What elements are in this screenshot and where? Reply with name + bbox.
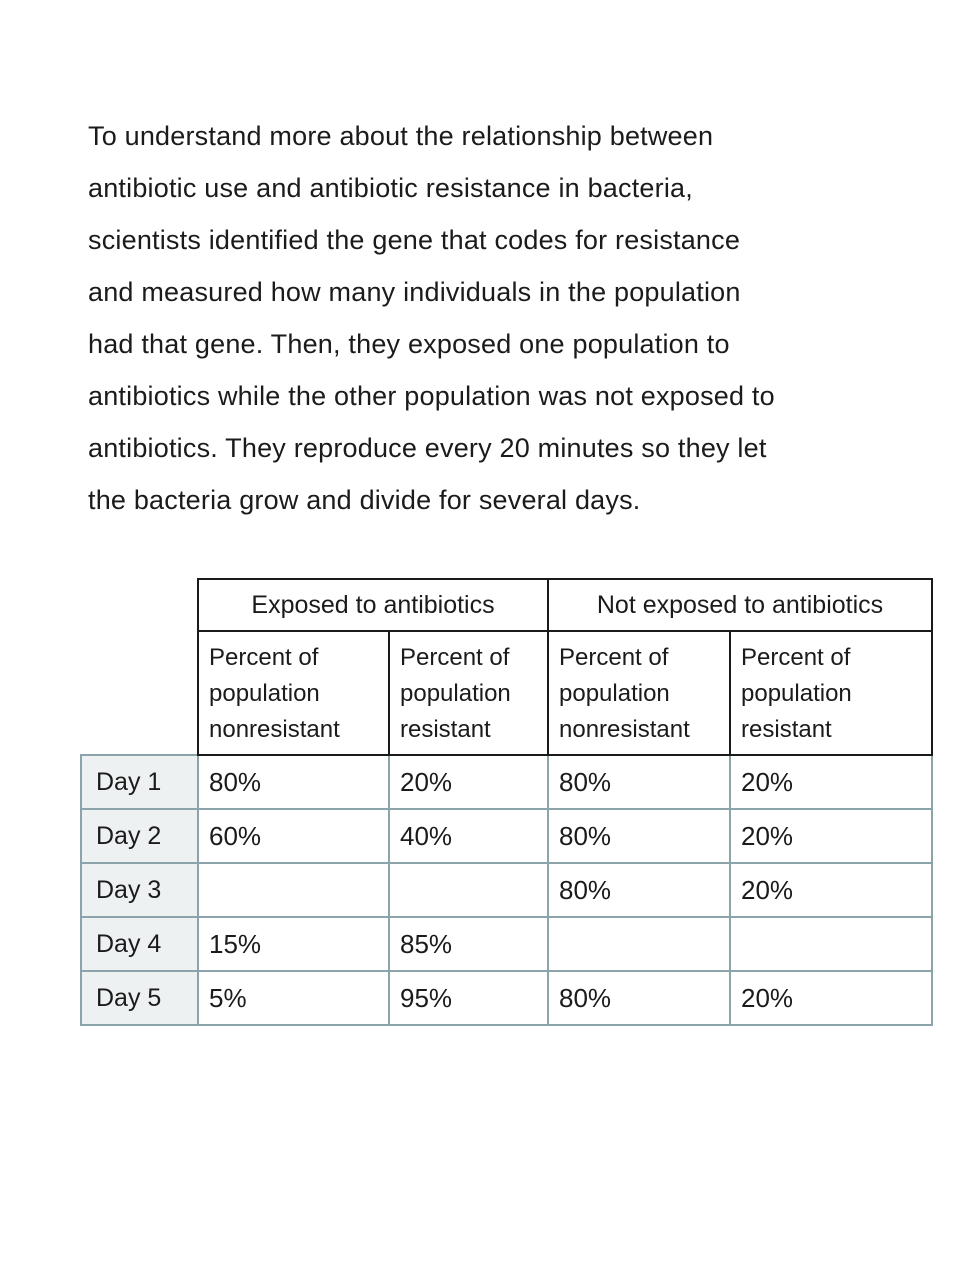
passage-line: antibiotic use and antibiotic resistance… (88, 173, 693, 203)
group-header-exposed: Exposed to antibiotics (196, 578, 550, 632)
table-row-day-5: Day 5 5% 95% 80% 20% (80, 970, 934, 1026)
column-header-notexposed-nonresistant: Percent of population nonresistant (547, 630, 732, 756)
passage-line: To understand more about the relationshi… (88, 121, 714, 151)
table-column-header-row: Percent of population nonresistant Perce… (81, 630, 934, 756)
passage-line: antibiotics. They reproduce every 20 min… (88, 433, 767, 463)
table-row-day-4: Day 4 15% 85% (80, 916, 934, 972)
value-cell: 85% (387, 916, 550, 972)
day-label: Day 5 (80, 970, 199, 1026)
column-header-exposed-nonresistant: Percent of population nonresistant (197, 630, 390, 756)
value-cell: 20% (729, 808, 934, 864)
value-cell: 80% (547, 754, 732, 810)
group-header-not-exposed: Not exposed to antibiotics (547, 578, 934, 632)
value-cell (197, 862, 390, 918)
table-row-day-2: Day 2 60% 40% 80% 20% (80, 808, 934, 864)
table-corner-spacer (81, 631, 198, 755)
column-header-notexposed-resistant: Percent of population resistant (729, 630, 934, 756)
day-label: Day 4 (80, 916, 199, 972)
column-header-exposed-resistant: Percent of population resistant (387, 630, 550, 756)
day-label: Day 3 (80, 862, 199, 918)
value-cell: 20% (729, 754, 934, 810)
value-cell: 80% (547, 970, 732, 1026)
value-cell (729, 916, 934, 972)
table-group-header-row: Exposed to antibiotics Not exposed to an… (81, 578, 934, 632)
value-cell: 95% (387, 970, 550, 1026)
value-cell: 15% (197, 916, 390, 972)
passage-line: scientists identified the gene that code… (88, 225, 741, 255)
passage-line: and measured how many individuals in the… (88, 277, 741, 307)
table-corner-spacer (81, 579, 198, 631)
antibiotic-resistance-table: Exposed to antibiotics Not exposed to an… (80, 578, 934, 1026)
value-cell: 80% (547, 808, 732, 864)
passage-line: had that gene. Then, they exposed one po… (88, 329, 730, 359)
passage-line: antibiotics while the other population w… (88, 381, 775, 411)
passage-line: the bacteria grow and divide for several… (88, 485, 641, 515)
value-cell: 40% (387, 808, 550, 864)
value-cell: 5% (197, 970, 390, 1026)
value-cell (547, 916, 732, 972)
value-cell: 20% (729, 862, 934, 918)
value-cell: 80% (197, 754, 390, 810)
table-row-day-3: Day 3 80% 20% (80, 862, 934, 918)
value-cell: 20% (729, 970, 934, 1026)
value-cell: 60% (197, 808, 390, 864)
value-cell: 20% (387, 754, 550, 810)
day-label: Day 1 (80, 754, 199, 810)
value-cell (387, 862, 550, 918)
day-label: Day 2 (80, 808, 199, 864)
passage-text: To understand more about the relationshi… (88, 110, 948, 526)
table-row-day-1: Day 1 80% 20% 80% 20% (80, 754, 934, 810)
value-cell: 80% (547, 862, 732, 918)
